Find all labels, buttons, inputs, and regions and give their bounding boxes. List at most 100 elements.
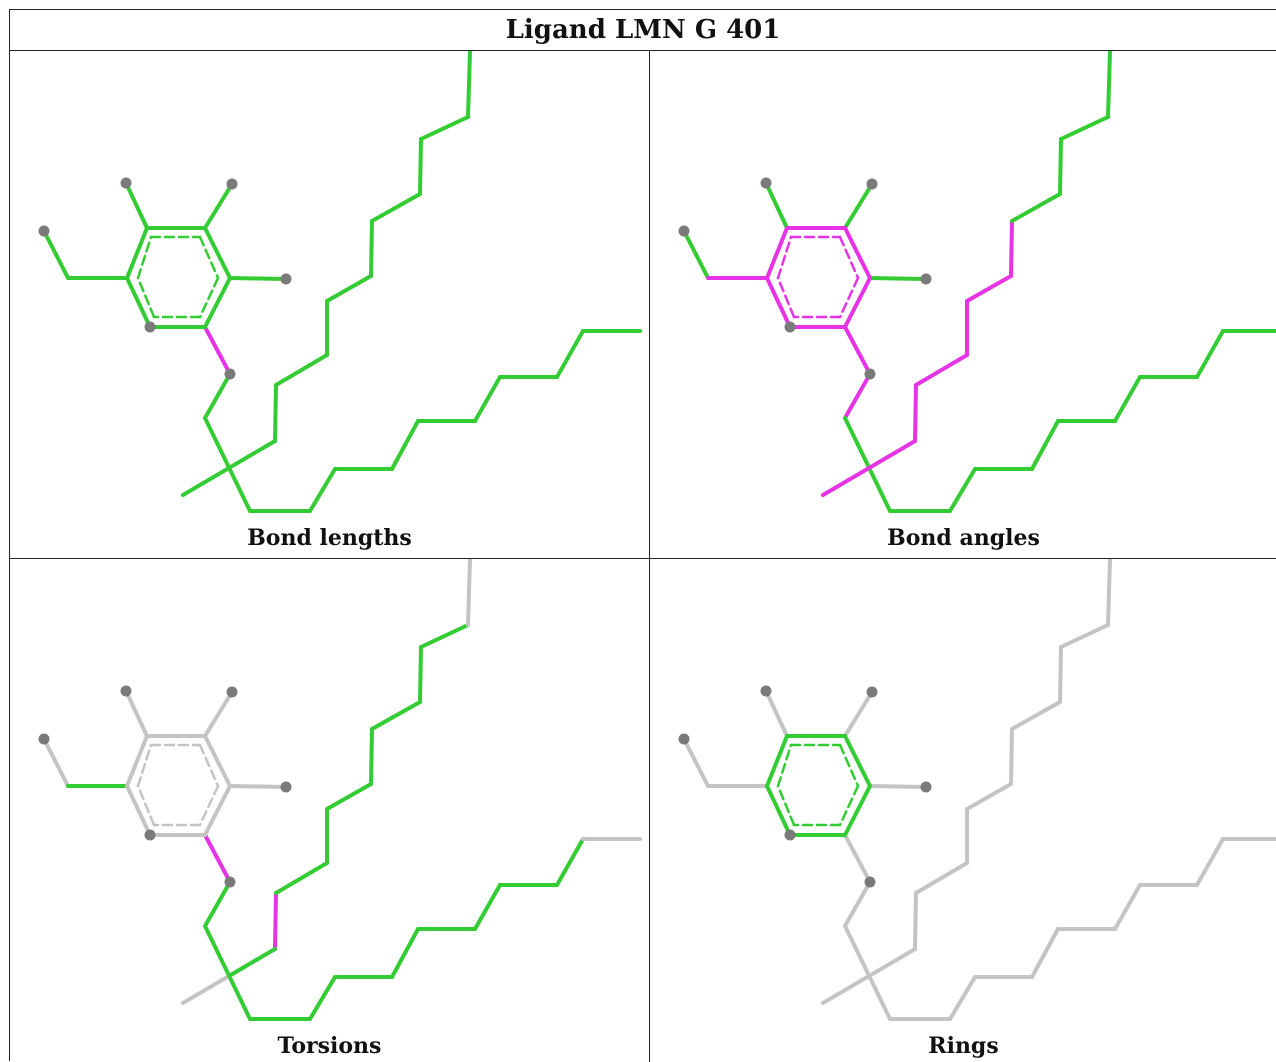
bond-A4-A9 [843,690,874,738]
bond-B5-B6 [1030,419,1060,471]
atom-A10 [280,781,292,793]
aromatic-bond-5 [776,235,793,280]
bond-C8-C9 [1059,115,1110,141]
bond-C1-C2 [913,891,918,951]
bond-A5-A10 [868,276,928,281]
bond-B9-B10 [555,329,585,379]
caption-bond-angles: Bond angles [887,525,1040,551]
atom-A8 [120,177,132,189]
bond-A0-A1 [682,737,710,788]
bond-C2-C3 [914,353,969,387]
bond-C8-C9 [1059,623,1110,649]
atom-A10 [920,273,932,285]
bond-C7-C8 [1058,137,1063,196]
atom-A0 [38,733,50,745]
aromatic-bond-2 [838,784,860,827]
aromatic-bond-5 [776,743,793,788]
table-frame: Ligand LMN G 401 Bond lengths Bond angle… [9,9,1276,1062]
atom-A7 [784,321,796,333]
aromatic-bond-5 [136,743,153,788]
bond-B9-B10 [1195,329,1225,379]
bond-B3-B4 [948,975,977,1021]
bond-B9-B10 [555,837,585,887]
bond-A3-A8 [764,181,789,230]
bond-C2-C3 [274,861,329,895]
atom-A0 [678,733,690,745]
ring-bond-A4-A5 [203,734,232,788]
ring-bond-A4-A5 [203,226,232,280]
bond-C2-C3 [274,353,329,387]
bond-C7-C8 [418,137,423,196]
ring-bond-A2-A3 [765,734,789,788]
bond-B1-B2 [203,924,252,1021]
atom-A9 [866,686,878,698]
ring-bond-A5-A6 [843,276,872,329]
bond-C2-C3 [914,861,969,895]
bond-C5-C6 [1009,727,1014,786]
bond-A0-A1 [42,737,70,788]
bond-C0-C1 [821,947,917,1005]
bond-B9-B10 [1195,837,1225,887]
panel-bond-lengths: Bond lengths [10,51,649,558]
bond-C4-C5 [965,782,1013,811]
bond-C5-C6 [1009,219,1014,278]
aromatic-bond-1 [838,743,860,788]
bond-A4-A9 [203,690,234,738]
atom-A0 [38,225,50,237]
molecule-bond-lengths [38,51,642,513]
molecule-torsions [38,559,642,1021]
aromatic-bond-1 [198,235,220,280]
bond-C8-C9 [419,115,470,141]
aromatic-bond-4 [776,276,796,319]
atom-A9 [866,178,878,190]
aromatic-bond-5 [136,235,153,280]
ring-bond-A2-A3 [125,734,149,788]
atom-A10 [920,781,932,793]
bond-C1-C2 [273,891,278,951]
bond-C1-C2 [273,383,278,443]
atom-A11 [224,368,236,380]
bond-C4-C5 [325,782,373,811]
panel-rings: Rings [650,559,1276,1062]
bond-A4-A9 [843,182,874,230]
bond-A6-A11 [203,325,232,376]
atom-A8 [120,685,132,697]
aromatic-bond-2 [198,784,220,827]
ring-bond-A7-A2 [765,276,792,329]
atom-A11 [224,876,236,888]
bond-B5-B6 [1030,927,1060,979]
caption-rings: Rings [928,1033,999,1059]
bond-C0-C1-partial [227,947,277,978]
bond-C7-C8 [418,645,423,704]
bond-C7-C8 [1058,645,1063,704]
atom-A9 [226,686,238,698]
aromatic-bond-4 [776,784,796,827]
bond-A3-A8 [124,689,149,738]
bond-A11-B1 [203,372,232,420]
bond-A6-A11 [843,325,872,376]
bond-A5-A10 [228,276,288,281]
aromatic-bond-4 [136,276,156,319]
ring-bond-A5-A6 [203,784,232,837]
bond-A11-B1 [203,880,232,928]
bond-C4-C5 [965,274,1013,303]
bond-C1-C2 [913,383,918,443]
bond-B7-B8 [1113,375,1142,423]
bond-C0-C1 [181,439,277,497]
ring-bond-A2-A3 [125,226,149,280]
ring-bond-A2-A3 [765,226,789,280]
molecule-bond-angles [678,51,1276,513]
atom-A8 [760,685,772,697]
bond-A6-A11 [843,833,872,884]
bond-A11-B1 [843,372,872,420]
bond-A5-A10 [868,784,928,789]
aromatic-bond-1 [198,743,220,788]
ring-bond-A4-A5 [843,734,872,788]
bond-C8-C9 [419,623,470,649]
bond-B3-B4 [308,467,337,513]
caption-bond-lengths: Bond lengths [247,525,412,551]
ring-bond-A5-A6 [203,276,232,329]
atom-A8 [760,177,772,189]
ring-bond-A5-A6 [843,784,872,837]
